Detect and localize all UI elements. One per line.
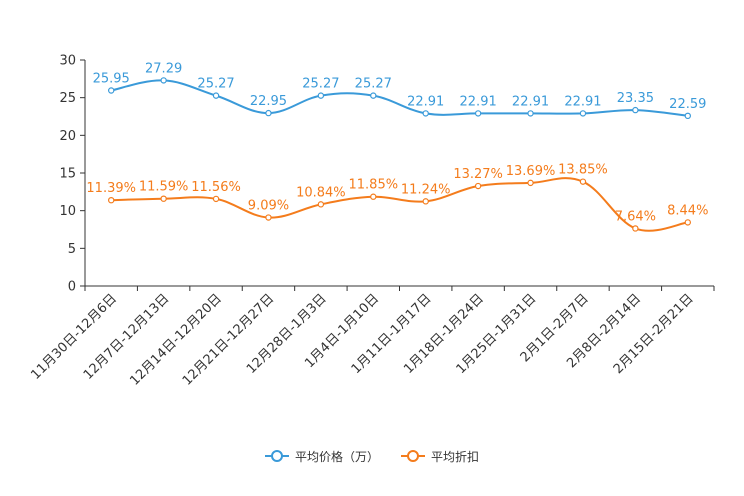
data-point bbox=[108, 87, 115, 94]
data-point bbox=[422, 198, 429, 205]
x-tick-label: 12月14日-12月20日 bbox=[127, 291, 224, 388]
series-line bbox=[111, 79, 688, 117]
data-label: 23.35 bbox=[617, 91, 654, 106]
legend: 平均价格（万） 平均折扣 bbox=[0, 446, 744, 466]
data-point bbox=[212, 195, 220, 203]
data-point bbox=[474, 110, 482, 117]
data-label: 9.09% bbox=[248, 199, 289, 214]
data-point bbox=[632, 106, 639, 114]
data-label: 8.44% bbox=[667, 203, 708, 218]
data-point bbox=[160, 195, 167, 202]
data-label: 13.85% bbox=[558, 163, 608, 178]
y-tick-label: 30 bbox=[59, 54, 76, 69]
data-label: 22.91 bbox=[512, 94, 549, 109]
x-tick-label: 12月21日-12月27日 bbox=[180, 291, 277, 388]
data-label: 25.27 bbox=[355, 77, 392, 92]
y-tick-label: 15 bbox=[59, 167, 76, 182]
legend-line-circle-icon bbox=[264, 450, 289, 462]
data-label: 27.29 bbox=[145, 61, 182, 76]
data-label: 22.91 bbox=[460, 94, 497, 109]
data-label: 11.85% bbox=[349, 178, 399, 193]
x-tick-label: 11月30日-12月6日 bbox=[28, 291, 120, 383]
data-label: 11.24% bbox=[401, 182, 451, 197]
data-point bbox=[317, 201, 325, 208]
data-label: 22.95 bbox=[250, 94, 287, 109]
data-label: 11.39% bbox=[86, 181, 136, 196]
y-tick-label: 10 bbox=[59, 204, 76, 219]
legend-label-price: 平均价格（万） bbox=[294, 449, 379, 464]
line-chart: 05101520253011月30日-12月6日12月7日-12月13日12月1… bbox=[28, 54, 715, 389]
series-line bbox=[111, 177, 688, 232]
legend-item-price[interactable]: 平均价格（万） bbox=[264, 448, 379, 465]
data-label: 25.95 bbox=[93, 72, 130, 87]
data-point bbox=[265, 214, 272, 221]
data-label: 13.27% bbox=[453, 167, 503, 182]
data-label: 11.59% bbox=[139, 180, 189, 195]
data-label: 7.64% bbox=[615, 209, 656, 224]
legend-label-discount: 平均折扣 bbox=[431, 449, 480, 464]
data-point bbox=[579, 110, 587, 117]
legend-item-discount[interactable]: 平均折扣 bbox=[401, 448, 479, 465]
data-label: 25.27 bbox=[302, 77, 339, 92]
data-label: 11.56% bbox=[191, 180, 241, 195]
data-point bbox=[474, 182, 482, 190]
data-point bbox=[422, 110, 429, 117]
data-label: 22.59 bbox=[669, 97, 706, 112]
data-point bbox=[527, 110, 534, 117]
data-label: 22.91 bbox=[564, 94, 601, 109]
data-label: 22.91 bbox=[407, 94, 444, 109]
data-point bbox=[370, 92, 377, 99]
data-point bbox=[527, 179, 534, 187]
data-label: 25.27 bbox=[197, 77, 234, 92]
data-point bbox=[265, 109, 272, 117]
data-point bbox=[370, 193, 377, 200]
y-tick-label: 0 bbox=[68, 280, 76, 295]
data-point bbox=[212, 92, 220, 99]
legend-line-circle-icon bbox=[401, 450, 425, 462]
data-point bbox=[684, 219, 691, 226]
data-point bbox=[632, 225, 639, 232]
data-point bbox=[684, 112, 691, 120]
data-label: 13.69% bbox=[506, 164, 556, 179]
y-tick-label: 25 bbox=[59, 91, 76, 106]
y-tick-label: 5 bbox=[68, 242, 76, 257]
data-point bbox=[160, 77, 167, 84]
y-tick-label: 20 bbox=[59, 129, 76, 144]
data-point bbox=[108, 196, 115, 204]
data-point bbox=[579, 178, 587, 185]
data-point bbox=[317, 92, 325, 99]
data-label: 10.84% bbox=[296, 185, 346, 200]
